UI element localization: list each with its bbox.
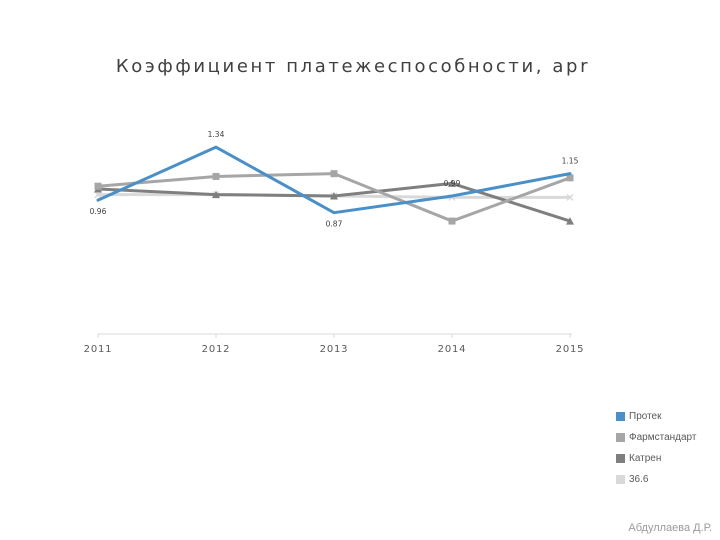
legend-item: Катрен (616, 448, 720, 469)
series-4-marker (566, 193, 574, 201)
x-tick-layer: 2011 2012 2013 2014 2015 (84, 334, 585, 355)
legend-item: 36.6 (616, 469, 720, 490)
legend-swatch (616, 454, 625, 463)
series-3-marker (448, 179, 456, 187)
x-tick-label: 2015 (556, 344, 585, 355)
series-2-marker (94, 182, 102, 190)
series-4-marker (94, 191, 102, 199)
footer-author: Абдуллаева Д.Р. (628, 522, 712, 534)
data-label: 1.34 (208, 130, 225, 139)
series-layer (94, 145, 574, 225)
x-tick-label: 2012 (202, 344, 231, 355)
legend-swatch (616, 475, 625, 484)
series-3-marker (212, 190, 220, 199)
series-3-marker (330, 191, 338, 200)
legend-label: Фармстандарт (629, 432, 697, 443)
data-label-layer: 0.96 1.34 0.87 0.99 1.15 (90, 130, 579, 229)
legend-label: 36.6 (629, 474, 649, 485)
data-label: 0.99 (444, 179, 461, 188)
series-2-marker (212, 172, 220, 180)
legend-swatch (616, 412, 625, 421)
series-3-marker (566, 217, 574, 225)
legend-label: Катрен (629, 453, 662, 464)
line-chart: 0.961.340.870.991.15 2011 2012 2013 2014 201… (84, 130, 585, 355)
x-tick-label: 2014 (438, 344, 467, 355)
legend-item: Протек (616, 406, 720, 427)
data-label: 0.87 (326, 220, 343, 229)
x-tick-label: 2013 (320, 344, 349, 355)
series-2-marker (330, 170, 338, 178)
data-label: 0.96 (90, 207, 107, 216)
legend: Протек Фармстандарт Катрен 36.6 (616, 406, 720, 490)
series-1-line (96, 145, 572, 215)
legend-item: Фармстандарт (616, 427, 720, 448)
series-2-marker (448, 217, 456, 225)
legend-label: Протек (629, 411, 662, 422)
chart-title: Коэффициент платежеспособности, apr (115, 56, 591, 77)
data-label: 1.15 (562, 157, 579, 166)
legend-swatch (616, 433, 625, 442)
series-2-marker (566, 174, 574, 182)
x-tick-label: 2011 (84, 344, 113, 355)
